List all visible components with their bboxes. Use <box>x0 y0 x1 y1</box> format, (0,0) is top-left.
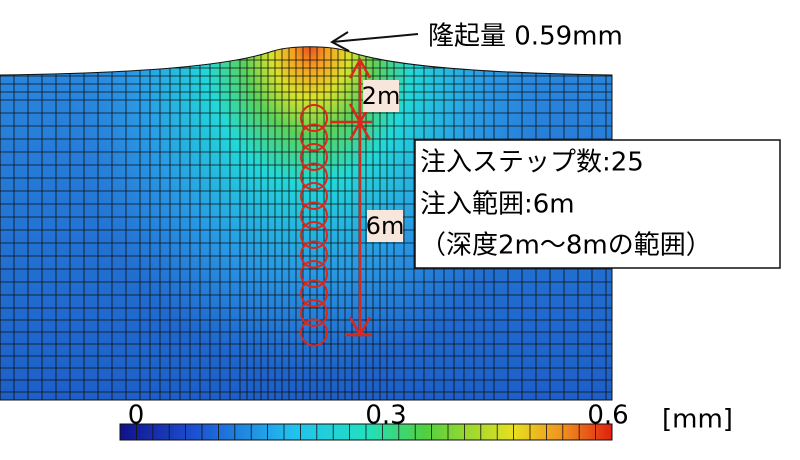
injection-circle <box>300 162 328 191</box>
heave-label: 隆起量 0.59mm <box>428 22 623 52</box>
info-box <box>414 139 781 269</box>
info-line: 注入範囲:6m <box>420 190 575 220</box>
injection-circle <box>300 104 328 132</box>
mesh-outline <box>0 46 613 401</box>
injection-circle <box>300 299 328 327</box>
arrow-head <box>348 57 372 79</box>
injection-circle <box>300 279 328 308</box>
injection-circle <box>300 123 328 152</box>
depth-arrows <box>330 57 372 338</box>
injection-circle <box>300 318 328 347</box>
label-bg <box>363 80 399 112</box>
info-line: 注入ステップ数:25 <box>420 148 644 178</box>
injection-circle <box>300 240 328 269</box>
injection-circle <box>300 182 328 210</box>
colorbar-label: 0.6 <box>587 401 628 431</box>
injection-points <box>300 104 328 347</box>
colorbar-label: 0.3 <box>365 401 406 431</box>
colorbar-unit: [mm] <box>662 405 733 435</box>
info-line: （深度2m〜8mの範囲） <box>420 231 712 261</box>
label-bg <box>367 210 403 242</box>
colorbar-label: 0 <box>128 401 145 431</box>
injection-circle <box>300 260 328 288</box>
injection-circle <box>300 221 328 249</box>
upper-depth-label: 2m <box>362 82 401 110</box>
heave-arrow <box>329 31 419 52</box>
colorbar-divisions <box>135 424 596 440</box>
injection-circle <box>300 143 328 171</box>
range-depth-label: 6m <box>366 212 405 240</box>
injection-circle <box>300 201 328 230</box>
